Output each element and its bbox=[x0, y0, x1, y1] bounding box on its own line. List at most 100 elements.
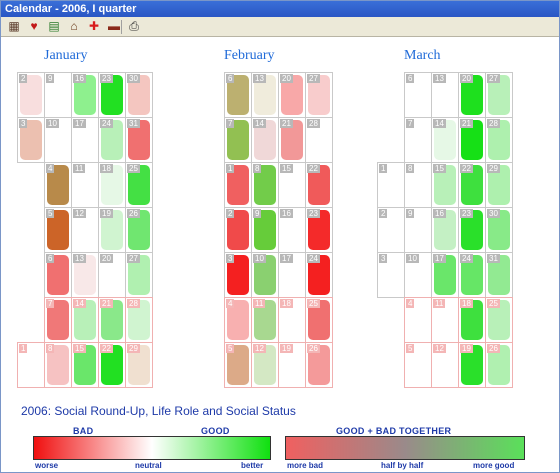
day-cell[interactable]: 30 bbox=[125, 72, 153, 118]
day-cell[interactable]: 28 bbox=[305, 117, 333, 163]
day-cell[interactable]: 31 bbox=[125, 117, 153, 163]
day-cell[interactable]: 21 bbox=[278, 117, 306, 163]
heart-button[interactable]: ♥ bbox=[25, 18, 43, 35]
day-cell[interactable]: 20 bbox=[458, 72, 486, 118]
day-cell[interactable]: 24 bbox=[305, 252, 333, 298]
day-cell[interactable]: 18 bbox=[458, 297, 486, 343]
day-cell[interactable]: 2 bbox=[377, 207, 405, 253]
day-cell[interactable]: 6 bbox=[44, 252, 72, 298]
day-cell[interactable]: 5 bbox=[404, 342, 432, 388]
day-cell[interactable]: 18 bbox=[278, 297, 306, 343]
day-cell[interactable]: 19 bbox=[458, 342, 486, 388]
day-cell[interactable]: 20 bbox=[278, 72, 306, 118]
day-cell[interactable]: 17 bbox=[71, 117, 99, 163]
day-cell[interactable]: 23 bbox=[305, 207, 333, 253]
day-cell[interactable]: 23 bbox=[458, 207, 486, 253]
day-cell[interactable]: 19 bbox=[98, 207, 126, 253]
cross-button[interactable]: ✚ bbox=[85, 18, 103, 35]
day-cell[interactable]: 4 bbox=[224, 297, 252, 343]
day-cell[interactable]: 14 bbox=[251, 117, 279, 163]
briefcase-button[interactable]: ▬ bbox=[105, 18, 123, 35]
day-cell[interactable]: 3 bbox=[377, 252, 405, 298]
day-cell[interactable]: 31 bbox=[485, 252, 513, 298]
day-cell[interactable]: 14 bbox=[71, 297, 99, 343]
day-cell[interactable]: 10 bbox=[251, 252, 279, 298]
day-cell[interactable]: 27 bbox=[305, 72, 333, 118]
day-cell[interactable]: 27 bbox=[125, 252, 153, 298]
day-cell[interactable]: 24 bbox=[98, 117, 126, 163]
day-cell[interactable]: 10 bbox=[44, 117, 72, 163]
day-cell[interactable]: 29 bbox=[125, 342, 153, 388]
day-cell[interactable]: 30 bbox=[485, 207, 513, 253]
day-cell[interactable]: 4 bbox=[44, 162, 72, 208]
day-cell[interactable]: 26 bbox=[485, 342, 513, 388]
day-cell[interactable]: 13 bbox=[71, 252, 99, 298]
home-button[interactable]: ⌂ bbox=[65, 18, 83, 35]
day-cell[interactable]: 6 bbox=[224, 72, 252, 118]
day-cell[interactable]: 16 bbox=[71, 72, 99, 118]
day-cell[interactable]: 15 bbox=[278, 162, 306, 208]
day-cell[interactable]: 25 bbox=[485, 297, 513, 343]
day-cell[interactable]: 23 bbox=[98, 72, 126, 118]
day-cell[interactable]: 22 bbox=[458, 162, 486, 208]
day-cell[interactable]: 7 bbox=[404, 117, 432, 163]
day-cell[interactable]: 28 bbox=[125, 297, 153, 343]
day-cell[interactable]: 12 bbox=[251, 342, 279, 388]
day-number: 14 bbox=[253, 119, 266, 128]
day-cell[interactable]: 22 bbox=[98, 342, 126, 388]
day-cell[interactable]: 8 bbox=[44, 342, 72, 388]
day-cell[interactable]: 12 bbox=[431, 342, 459, 388]
day-cell[interactable]: 6 bbox=[404, 72, 432, 118]
day-cell[interactable]: 25 bbox=[305, 297, 333, 343]
day-cell[interactable]: 17 bbox=[431, 252, 459, 298]
day-cell[interactable]: 17 bbox=[278, 252, 306, 298]
day-cell[interactable]: 13 bbox=[251, 72, 279, 118]
day-cell[interactable]: 1 bbox=[377, 162, 405, 208]
day-cell[interactable]: 22 bbox=[305, 162, 333, 208]
day-cell[interactable]: 12 bbox=[71, 207, 99, 253]
day-cell[interactable]: 26 bbox=[305, 342, 333, 388]
day-number: 4 bbox=[46, 164, 55, 173]
day-cell[interactable]: 1 bbox=[224, 162, 252, 208]
day-cell[interactable]: 4 bbox=[404, 297, 432, 343]
day-cell[interactable]: 11 bbox=[431, 297, 459, 343]
day-cell[interactable]: 5 bbox=[44, 207, 72, 253]
day-cell[interactable]: 2 bbox=[224, 207, 252, 253]
day-cell[interactable]: 15 bbox=[71, 342, 99, 388]
calendar-grid-button[interactable]: ▦ bbox=[5, 18, 23, 35]
day-cell[interactable]: 21 bbox=[458, 117, 486, 163]
day-cell[interactable]: 11 bbox=[251, 297, 279, 343]
day-cell[interactable]: 29 bbox=[485, 162, 513, 208]
day-cell[interactable]: 8 bbox=[251, 162, 279, 208]
day-cell[interactable]: 15 bbox=[431, 162, 459, 208]
day-cell[interactable]: 5 bbox=[224, 342, 252, 388]
day-number: 8 bbox=[253, 164, 262, 173]
day-cell[interactable]: 14 bbox=[431, 117, 459, 163]
printer-button[interactable]: ⎙ bbox=[125, 18, 143, 35]
day-cell[interactable]: 13 bbox=[431, 72, 459, 118]
day-cell[interactable]: 25 bbox=[125, 162, 153, 208]
day-cell[interactable]: 16 bbox=[431, 207, 459, 253]
day-cell[interactable]: 9 bbox=[404, 207, 432, 253]
day-cell[interactable]: 7 bbox=[44, 297, 72, 343]
day-cell[interactable]: 1 bbox=[17, 342, 45, 388]
day-cell[interactable]: 8 bbox=[404, 162, 432, 208]
day-cell[interactable]: 9 bbox=[44, 72, 72, 118]
day-cell[interactable]: 7 bbox=[224, 117, 252, 163]
day-cell[interactable]: 21 bbox=[98, 297, 126, 343]
day-cell[interactable]: 3 bbox=[17, 117, 45, 163]
day-cell[interactable]: 2 bbox=[17, 72, 45, 118]
day-cell[interactable]: 18 bbox=[98, 162, 126, 208]
chart-button[interactable]: ▤ bbox=[45, 18, 63, 35]
day-cell[interactable]: 19 bbox=[278, 342, 306, 388]
day-cell[interactable]: 9 bbox=[251, 207, 279, 253]
day-cell[interactable]: 20 bbox=[98, 252, 126, 298]
day-cell[interactable]: 16 bbox=[278, 207, 306, 253]
day-cell[interactable]: 10 bbox=[404, 252, 432, 298]
day-cell[interactable]: 3 bbox=[224, 252, 252, 298]
day-cell[interactable]: 28 bbox=[485, 117, 513, 163]
day-cell[interactable]: 26 bbox=[125, 207, 153, 253]
day-cell[interactable]: 11 bbox=[71, 162, 99, 208]
day-cell[interactable]: 24 bbox=[458, 252, 486, 298]
day-cell[interactable]: 27 bbox=[485, 72, 513, 118]
